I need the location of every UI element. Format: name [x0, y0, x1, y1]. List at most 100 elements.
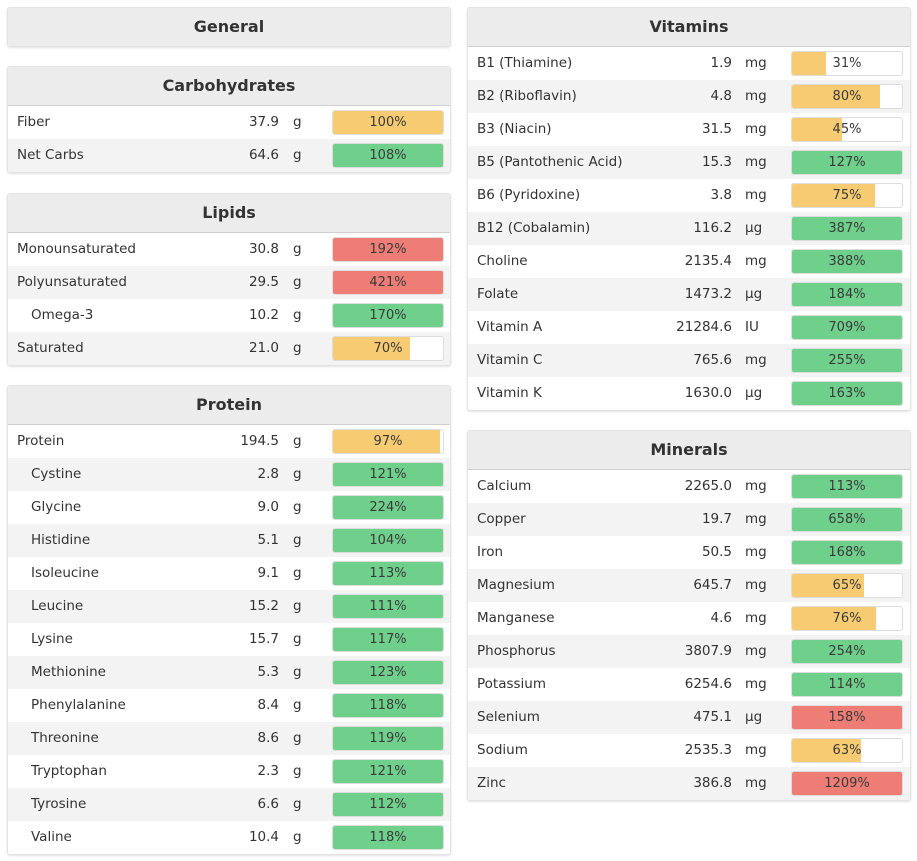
nutrient-name: Sodium — [477, 742, 528, 758]
progress-bar: 158% — [791, 705, 903, 730]
nutrient-name: B12 (Cobalamin) — [477, 220, 591, 236]
nutrient-amount: 4.8 — [710, 88, 732, 104]
lipids-rows: Monounsaturated 30.8 g 192% Polyunsaturated 2… — [8, 233, 450, 365]
nutrient-name: Vitamin A — [477, 319, 543, 335]
carbohydrates-rows: Fiber 37.9 g 100% Net Carbs 64.6 g 108% — [8, 106, 450, 172]
progress-bar: 45% — [791, 117, 903, 142]
nutrient-row: Potassium 6254.6 mg 114% — [468, 668, 910, 701]
nutrient-row: Fiber 37.9 g 100% — [8, 106, 450, 139]
nutrient-name: Histidine — [31, 532, 91, 548]
nutrient-amount: 31.5 — [701, 121, 732, 137]
nutrient-name: Methionine — [31, 664, 106, 680]
progress-bar: 119% — [332, 726, 444, 751]
progress-fill — [792, 475, 902, 498]
nutrient-name: Cystine — [31, 466, 82, 482]
progress-fill — [333, 661, 443, 684]
progress-fill — [333, 238, 443, 261]
nutrient-name: Lysine — [31, 631, 73, 647]
nutrient-unit: mg — [745, 577, 767, 593]
nutrient-row: Methionine 5.3 g 123% — [8, 656, 450, 689]
nutrient-name: Tyrosine — [31, 796, 87, 812]
nutrient-amount: 116.2 — [693, 220, 732, 236]
progress-percent: 118% — [369, 830, 407, 845]
nutrient-name: Polyunsaturated — [17, 274, 127, 290]
progress-bar: 168% — [791, 540, 903, 565]
nutrient-row: Valine 10.4 g 118% — [8, 821, 450, 854]
nutrient-unit: g — [293, 664, 302, 680]
nutrient-name: Calcium — [477, 478, 532, 494]
nutrient-row: Calcium 2265.0 mg 113% — [468, 470, 910, 503]
progress-bar: 121% — [332, 759, 444, 784]
progress-bar: 184% — [791, 282, 903, 307]
progress-fill — [333, 595, 443, 618]
nutrient-name: Fiber — [17, 114, 50, 130]
nutrient-unit: mg — [745, 478, 767, 494]
progress-percent: 75% — [832, 188, 862, 203]
progress-percent: 112% — [369, 797, 407, 812]
nutrient-amount: 1630.0 — [684, 385, 732, 401]
nutrient-name: Vitamin C — [477, 352, 543, 368]
progress-percent: 70% — [373, 341, 403, 356]
progress-bar: 170% — [332, 303, 444, 328]
nutrient-name: B1 (Thiamine) — [477, 55, 573, 71]
progress-percent: 163% — [828, 386, 866, 401]
minerals-rows: Calcium 2265.0 mg 113% Copper 19.7 mg 658% Iron 5… — [468, 470, 910, 800]
minerals-panel: Minerals Calcium 2265.0 mg 113% Copper 19.7 mg… — [467, 430, 911, 801]
nutrient-unit: g — [293, 631, 302, 647]
nutrient-unit: mg — [745, 544, 767, 560]
progress-percent: 114% — [828, 677, 866, 692]
nutrient-unit: g — [293, 796, 302, 812]
nutrient-amount: 5.3 — [257, 664, 279, 680]
nutrient-name: Copper — [477, 511, 526, 527]
nutrient-row: Omega-3 10.2 g 170% — [8, 299, 450, 332]
nutrient-unit: mg — [745, 352, 767, 368]
nutrient-amount: 1473.2 — [684, 286, 732, 302]
progress-percent: 388% — [828, 254, 866, 269]
nutrient-amount: 645.7 — [693, 577, 732, 593]
progress-percent: 76% — [832, 611, 862, 626]
nutrient-unit: mg — [745, 55, 767, 71]
nutrient-unit: µg — [745, 385, 763, 401]
progress-bar: 108% — [332, 143, 444, 168]
progress-bar: 65% — [791, 573, 903, 598]
nutrient-amount: 194.5 — [240, 433, 279, 449]
progress-fill — [333, 430, 440, 453]
protein-title: Protein — [8, 386, 450, 425]
nutrient-unit: mg — [745, 643, 767, 659]
progress-percent: 113% — [828, 479, 866, 494]
nutrient-name: Valine — [31, 829, 72, 845]
nutrient-name: Vitamin K — [477, 385, 542, 401]
nutrient-unit: g — [293, 433, 302, 449]
progress-fill — [792, 217, 902, 240]
nutrient-name: Potassium — [477, 676, 547, 692]
nutrient-name: Leucine — [31, 598, 84, 614]
nutrient-unit: g — [293, 829, 302, 845]
nutrient-unit: g — [293, 499, 302, 515]
nutrient-unit: mg — [745, 88, 767, 104]
nutrient-amount: 21284.6 — [676, 319, 732, 335]
progress-percent: 97% — [373, 434, 403, 449]
nutrient-name: Glycine — [31, 499, 82, 515]
progress-percent: 658% — [828, 512, 866, 527]
progress-bar: 1209% — [791, 771, 903, 796]
nutrient-amount: 15.2 — [248, 598, 279, 614]
nutrient-name: Iron — [477, 544, 504, 560]
nutrient-unit: mg — [745, 187, 767, 203]
progress-fill — [333, 337, 410, 360]
progress-fill — [792, 508, 902, 531]
progress-percent: 31% — [832, 56, 862, 71]
progress-percent: 104% — [369, 533, 407, 548]
progress-bar: 31% — [791, 51, 903, 76]
progress-fill — [333, 529, 443, 552]
progress-bar: 114% — [791, 672, 903, 697]
protein-panel: Protein Protein 194.5 g 97% Cystine 2.8 g 121% G… — [7, 385, 451, 855]
nutrient-row: Selenium 475.1 µg 158% — [468, 701, 910, 734]
progress-bar: 163% — [791, 381, 903, 406]
nutrient-amount: 9.0 — [257, 499, 279, 515]
progress-bar: 254% — [791, 639, 903, 664]
nutrient-row: Protein 194.5 g 97% — [8, 425, 450, 458]
nutrient-row: Tyrosine 6.6 g 112% — [8, 788, 450, 821]
progress-fill — [792, 52, 827, 75]
progress-fill — [333, 826, 443, 849]
progress-percent: 118% — [369, 698, 407, 713]
